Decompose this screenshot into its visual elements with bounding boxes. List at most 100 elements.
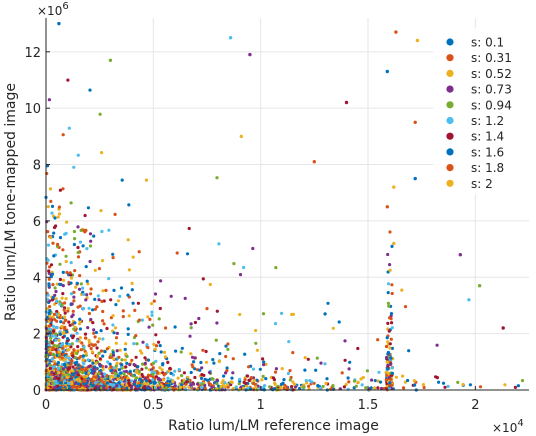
data-point [114, 336, 119, 340]
data-point [86, 371, 91, 375]
data-point [65, 270, 69, 275]
data-point [129, 379, 134, 383]
data-point [68, 342, 72, 346]
data-point [337, 320, 341, 324]
data-point [182, 371, 186, 375]
data-point [81, 371, 85, 375]
data-point [376, 379, 380, 383]
y-axis-label: Ratio lum/LM tone-mapped image [3, 83, 19, 321]
data-point [154, 333, 158, 337]
data-point [390, 366, 394, 370]
data-point [101, 367, 105, 371]
data-point [56, 384, 60, 388]
data-point [94, 375, 98, 379]
data-point [72, 165, 76, 169]
data-point [390, 383, 394, 387]
data-point [175, 251, 179, 255]
data-point [111, 375, 115, 379]
data-point [146, 373, 151, 377]
data-point [127, 381, 131, 385]
data-point [279, 382, 283, 386]
data-point [157, 317, 161, 321]
data-point [133, 308, 137, 312]
data-point [74, 356, 78, 360]
data-point [51, 241, 55, 245]
data-point [54, 289, 58, 294]
data-point [49, 275, 53, 279]
data-point [86, 206, 90, 210]
data-point [58, 282, 62, 286]
data-point [108, 355, 112, 360]
data-point [387, 329, 391, 333]
data-point [168, 366, 172, 370]
data-point [115, 331, 119, 335]
data-point [89, 239, 93, 243]
data-point [169, 294, 173, 298]
data-point [288, 369, 292, 373]
data-point [81, 354, 85, 358]
data-point [356, 380, 360, 384]
data-point [127, 203, 131, 207]
data-point [124, 342, 128, 346]
data-point [282, 386, 286, 391]
data-point [242, 265, 246, 270]
data-point [57, 21, 61, 26]
data-point [163, 355, 167, 359]
data-point [159, 279, 163, 283]
data-point [204, 349, 208, 354]
data-point [134, 355, 138, 359]
data-point [76, 255, 81, 259]
data-point [62, 363, 67, 367]
data-point [53, 362, 57, 366]
data-point [136, 365, 140, 369]
data-point [413, 176, 417, 181]
data-point [108, 58, 113, 62]
data-point [385, 336, 389, 340]
data-point [85, 279, 89, 283]
data-point [117, 368, 121, 372]
data-point [200, 373, 204, 377]
data-point [76, 250, 80, 255]
data-point [386, 252, 390, 257]
data-point [144, 366, 148, 370]
data-point [224, 354, 228, 359]
data-point [85, 247, 89, 251]
data-point [211, 358, 215, 362]
data-point [422, 385, 426, 390]
data-point [51, 381, 55, 385]
data-point [219, 385, 223, 389]
data-point [168, 380, 172, 384]
data-point [77, 378, 82, 382]
data-point [64, 259, 68, 264]
data-point [171, 386, 176, 390]
data-point [158, 306, 162, 311]
data-point [198, 368, 202, 372]
data-point [215, 321, 219, 325]
data-point [385, 205, 389, 209]
data-point [119, 371, 123, 375]
data-point [264, 362, 268, 366]
legend-label: s: 1.8 [471, 161, 504, 175]
data-point [51, 315, 55, 319]
data-point [70, 380, 74, 385]
data-point [116, 374, 120, 378]
axes [45, 18, 529, 391]
data-point [53, 225, 57, 230]
data-point [148, 317, 152, 321]
data-point [503, 383, 507, 387]
data-point [54, 348, 58, 352]
data-point [55, 344, 59, 348]
data-point [501, 326, 505, 330]
data-point [245, 374, 250, 378]
data-point [120, 358, 124, 362]
data-point [82, 378, 86, 382]
data-point [389, 317, 393, 321]
data-point [125, 386, 129, 390]
data-point [331, 384, 335, 388]
x-axis-label: Ratio lum/LM reference image [168, 418, 379, 434]
data-point [120, 178, 124, 182]
data-point [254, 385, 258, 389]
data-point [61, 335, 65, 339]
data-point [89, 317, 93, 322]
data-point [199, 360, 203, 365]
